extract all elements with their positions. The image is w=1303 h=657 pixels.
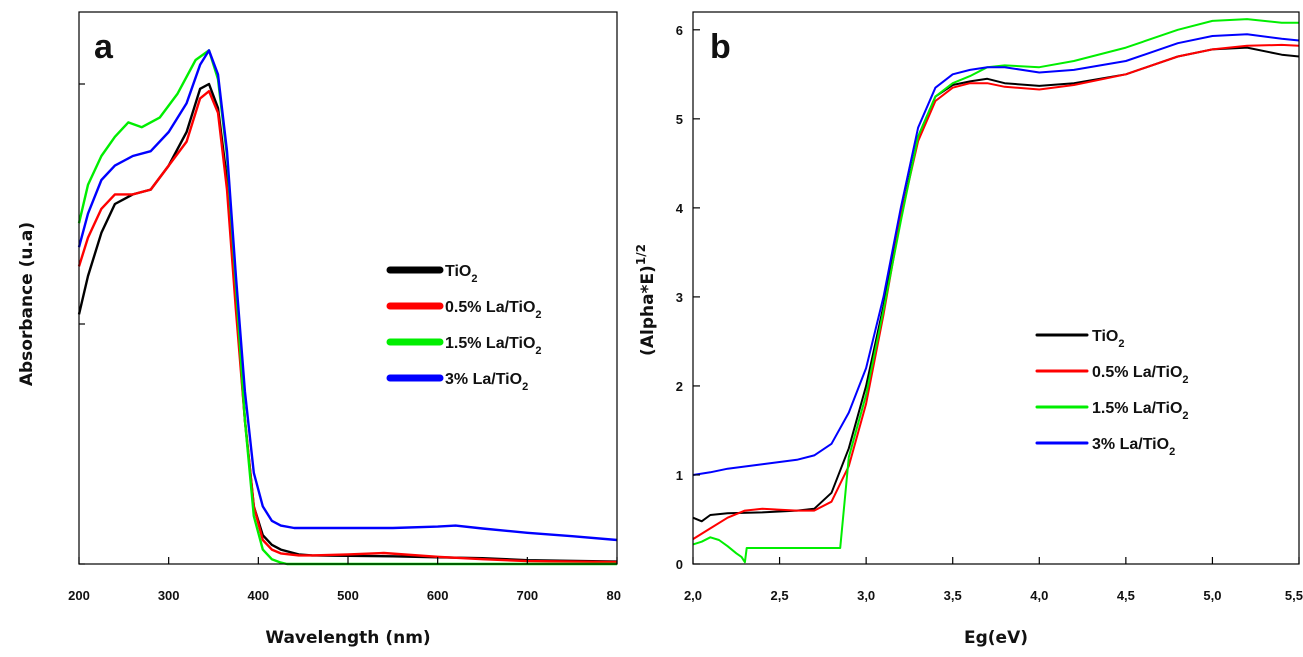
panel-b-x-tick-label: 3,5 [944,588,962,603]
panel-b-y-tick-label: 2 [676,379,683,394]
panel-b-x-tick-label: 4,5 [1117,588,1135,603]
panel-a-frame [78,11,618,565]
panel-b-x-tick-label: 2,5 [771,588,789,603]
legend-label-subscript: 2 [1182,374,1188,386]
legend-label-subscript: 2 [522,381,528,393]
panel-a-x-tick-label: 80 [607,588,621,603]
panel-a-series-lines [77,49,618,566]
legend-label-subscript: 2 [1182,410,1188,422]
legend-label: TiO2 [445,263,478,285]
panel-b-series-line-0 [692,46,1300,523]
panel-b-xlabel: Eg(eV) [964,628,1028,648]
legend-label-text: TiO [445,263,471,280]
legend-label: 1.5% La/TiO2 [1092,400,1189,422]
legend-label: TiO2 [1092,328,1125,350]
panel-b-y-tick-label: 5 [676,112,683,127]
panel-a-series-line-2 [77,49,617,566]
panel-a-x-tick-label: 200 [68,588,90,603]
panel-b-frame [692,11,1300,565]
legend-label-text: 0.5% La/TiO [1092,364,1182,381]
legend-label-subscript: 2 [535,345,541,357]
panel-b-ticks: 2,0 2,5 3,0 3,5 4,0 4,5 5,0 5,5 0 1 2 3 4 5 6 [676,23,1303,603]
legend-label-subscript: 2 [1169,446,1175,458]
panel-b-x-tick-label: 5,0 [1203,588,1221,603]
legend-label-text: 3% La/TiO [445,371,522,388]
panel-b-x-tick-label: 4,0 [1030,588,1048,603]
panel-b-series-line-1 [692,43,1300,540]
panel-b-series-line-3 [692,33,1300,476]
legend-label: 3% La/TiO2 [1092,436,1175,458]
panel-b-ylabel-sup: 1/2 [634,244,648,265]
panel-a-x-tick-label: 400 [247,588,269,603]
panel-a-series-line-1 [77,90,618,564]
panel-b-series-line-2 [692,18,1299,564]
panel-b-y-tick-label: 1 [676,468,683,483]
legend-label: 0.5% La/TiO2 [1092,364,1189,386]
legend-label: 1.5% La/TiO2 [445,335,542,357]
legend-label-subscript: 2 [535,309,541,321]
panel-a-series-line-0 [77,82,618,563]
panel-b-y-tick-label: 4 [676,201,684,216]
panel-a-x-tick-label: 300 [158,588,180,603]
panel-a-x-tick-label: 500 [337,588,359,603]
legend-label-subscript: 2 [471,273,477,285]
panel-b-y-tick-label: 3 [676,290,683,305]
panel-b-y-tick-label: 0 [676,557,683,572]
legend-label-text: TiO [1092,328,1118,345]
panel-a-ylabel: Absorbance (u.a) [17,222,37,386]
legend-label: 3% La/TiO2 [445,371,528,393]
legend-label-text: 3% La/TiO [1092,436,1169,453]
panel-b-x-tick-label: 2,0 [684,588,702,603]
panel-a-letter: a [94,28,114,66]
legend-label: 0.5% La/TiO2 [445,299,542,321]
legend-label-text: 1.5% La/TiO [1092,400,1182,417]
panel-b-xlabel-text: Eg(eV) [964,628,1028,648]
panel-b-x-tick-label: 3,0 [857,588,875,603]
panel-a-xlabel: Wavelength (nm) [265,628,430,648]
legend-label-subscript: 2 [1118,338,1124,350]
panel-a-series-line-3 [77,49,618,542]
panel-a-x-tick-label: 700 [516,588,538,603]
panel-b-ylabel: (Alpha*E)1/2 [634,244,658,356]
chart-panel-a: a 200 300 400 500 600 700 80 Wavelength (nm) A… [17,11,621,648]
panel-b-letter: b [710,28,731,66]
panel-b-series-lines [692,18,1300,564]
panel-b-x-tick-label: 5,5 [1285,588,1303,603]
panel-b-ylabel-text: (Alpha*E) [638,265,658,356]
legend-label-text: 0.5% La/TiO [445,299,535,316]
panel-b-y-tick-label: 6 [676,23,683,38]
panel-a-ticks: 200 300 400 500 600 700 80 [68,83,621,603]
panel-a-x-tick-label: 600 [427,588,449,603]
chart-panel-b: b 2,0 2,5 3,0 3,5 4,0 4,5 5,0 5,5 0 1 2 3 4 5 6 Eg(eV)… [634,11,1303,648]
legend-label-text: 1.5% La/TiO [445,335,535,352]
